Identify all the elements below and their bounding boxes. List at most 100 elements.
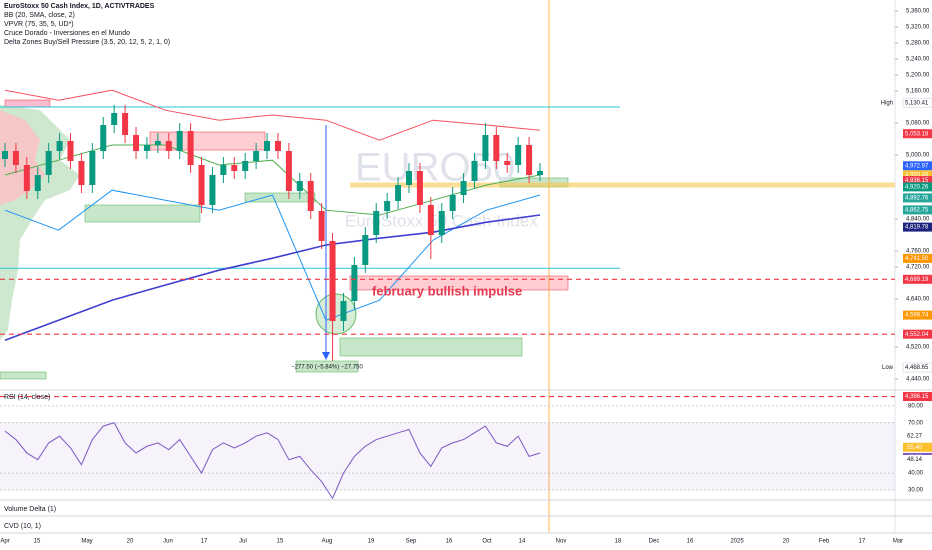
candle-body: [78, 161, 85, 185]
y-tick-label: 4,640.00: [906, 297, 930, 303]
price-tag-label: 4,819.78: [905, 225, 929, 231]
annotation: february bullish impulse: [372, 283, 522, 298]
price-tag-label: 4,599.74: [905, 313, 929, 319]
rsi-tag-label: 62.27: [907, 433, 923, 439]
indicator-label: BB (20, SMA, close, 2): [4, 12, 75, 19]
rsi-band: [0, 422, 895, 490]
candle-body: [187, 131, 194, 165]
candle-body: [2, 151, 8, 159]
price-tag: [903, 253, 932, 263]
candle-body: [143, 145, 150, 151]
zone: [84, 204, 201, 223]
pane-label: CVD (10, 1): [4, 523, 41, 530]
price-tag-label: 5,053.18: [905, 131, 929, 137]
y-tick-label: 5,080.00: [906, 121, 930, 127]
x-tick-label: Nov: [556, 539, 567, 545]
y-tick-label: 5,200.00: [906, 73, 930, 79]
price-tag-label: 4,972.97: [905, 163, 929, 169]
rsi-tick-label: 70.00: [908, 420, 924, 426]
candle-body: [198, 165, 205, 205]
candle-body: [264, 141, 271, 151]
x-tick-label: Oct: [482, 539, 492, 545]
candle-body: [56, 141, 63, 151]
price-tag: [903, 329, 932, 339]
rsi-tag: [903, 454, 932, 464]
x-tick-label: Aug: [322, 539, 333, 545]
y-tick-label: 5,240.00: [906, 57, 930, 63]
price-tag: [903, 170, 932, 180]
candle-body: [133, 135, 140, 151]
price-tag: [903, 176, 932, 186]
x-tick-label: Dec: [649, 539, 660, 545]
measure-label: −277.50 (−5.84%) −27,750: [291, 365, 363, 371]
price-tag: [903, 182, 932, 192]
rsi-tick-label: 40.00: [908, 471, 924, 477]
x-tick-label: Jul: [239, 539, 247, 545]
candle-body: [427, 205, 434, 235]
candle-body: [296, 181, 303, 191]
candle-body: [526, 145, 533, 175]
indicator-line: [4, 189, 541, 321]
price-tag-name: Low: [882, 365, 894, 371]
price-tag: [903, 193, 932, 203]
candle-body: [504, 161, 511, 165]
candle-body: [285, 151, 292, 191]
candle-body: [12, 151, 19, 165]
candle-body: [242, 161, 249, 171]
candle-body: [329, 241, 336, 321]
y-tick-label: 5,160.00: [906, 89, 930, 95]
zone: [0, 371, 47, 380]
price-tag: [903, 274, 932, 284]
y-tick-label: 5,360.00: [906, 9, 930, 15]
candle-body: [23, 165, 30, 191]
candle-body: [231, 165, 238, 171]
measure-arrow-head: [322, 352, 330, 360]
x-tick-label: 15: [34, 539, 41, 545]
x-tick-label: Sep: [406, 539, 417, 545]
y-tick-label: 5,000.00: [906, 153, 930, 159]
candle-body: [460, 181, 467, 195]
x-tick-label: 17: [201, 539, 208, 545]
price-tag-label: 5,130.41: [905, 100, 929, 106]
candle-body: [45, 151, 52, 175]
candle-body: [154, 141, 161, 145]
candle-body: [100, 125, 107, 151]
candle-body: [122, 113, 129, 135]
price-tag: [903, 129, 932, 139]
rsi-label: RSI (14, close): [4, 394, 50, 401]
candle-body: [493, 135, 500, 161]
rsi-tick-label: 30.00: [908, 488, 924, 494]
y-tick-label: 4,440.00: [906, 377, 930, 383]
price-tag-label: 4,936.15: [905, 178, 929, 184]
y-tick-label: 4,760.00: [906, 249, 930, 255]
price-tag-label: 4,862.75: [905, 207, 929, 213]
candle-body: [89, 151, 96, 185]
price-tag: [903, 310, 932, 320]
x-tick-label: 20: [783, 539, 790, 545]
candle-body: [395, 185, 402, 201]
price-tag-label: 4,552.04: [905, 332, 929, 338]
x-tick-label: 14: [519, 539, 526, 545]
zone: [4, 99, 51, 108]
price-tag-label: 4,950.48: [905, 172, 929, 178]
x-tick-label: 18: [615, 539, 622, 545]
candle-body: [209, 175, 216, 205]
candle-body: [537, 171, 543, 175]
candle-body: [220, 165, 227, 175]
x-tick-label: Feb: [819, 539, 830, 545]
price-tag: [903, 222, 932, 232]
zone: [339, 337, 523, 357]
price-tag-label: 4,920.26: [905, 184, 929, 190]
price-tag-label: 4,689.19: [905, 277, 929, 283]
pane-label: Volume Delta (1): [4, 506, 56, 513]
x-tick-label: 19: [368, 539, 375, 545]
candle-body: [471, 161, 478, 181]
candle-body: [449, 195, 456, 211]
x-tick-label: 16: [446, 539, 453, 545]
candle-body: [384, 201, 391, 211]
price-tag-label: 4,396.15: [905, 394, 929, 400]
candle-body: [111, 113, 118, 125]
y-tick-label: 5,280.00: [906, 41, 930, 47]
